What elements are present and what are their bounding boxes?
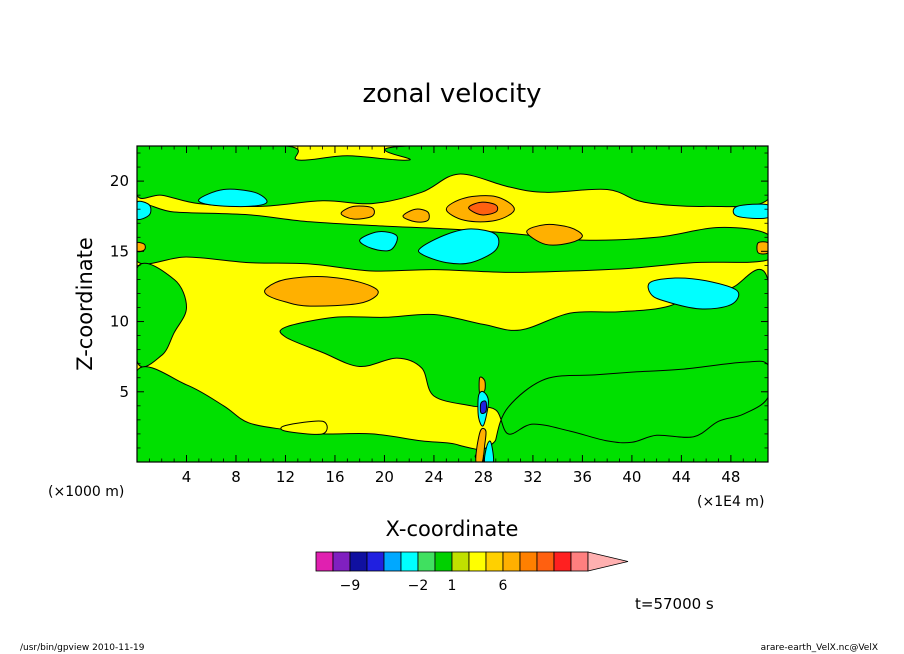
colorbar-extension-arrow xyxy=(587,551,629,572)
colorbar-swatch xyxy=(468,551,487,572)
x-tick-label: 36 xyxy=(573,468,592,486)
colorbar-swatch xyxy=(536,551,555,572)
colorbar-swatch xyxy=(332,551,351,572)
colorbar: −9 −2 1 6 xyxy=(315,551,629,594)
x-tick-label: 32 xyxy=(523,468,542,486)
contour-region-blue xyxy=(479,400,487,414)
x-tick-label: 28 xyxy=(474,468,493,486)
colorbar-label: −2 xyxy=(408,578,429,594)
y-axis-title: Z-coordinate xyxy=(73,237,97,371)
x-tick-label: 12 xyxy=(276,468,295,486)
colorbar-swatch xyxy=(366,551,385,572)
colorbar-swatch xyxy=(417,551,436,572)
contour-region-red xyxy=(468,201,499,216)
contour-region-cyan xyxy=(483,440,495,462)
footer-right: arare-earth_VelX.nc@VelX xyxy=(761,643,878,653)
contour-region-orange xyxy=(475,427,487,462)
contour-region-cyan xyxy=(732,203,768,219)
x-tick-label: 48 xyxy=(721,468,740,486)
contour-regions xyxy=(137,146,768,462)
x-tick-label: 8 xyxy=(231,468,241,486)
colorbar-swatch xyxy=(349,551,368,572)
contour-region-orange xyxy=(340,205,375,220)
y-axis: 5 10 15 20 xyxy=(110,152,768,449)
x-tick-label: 16 xyxy=(325,468,344,486)
contour-region-orange xyxy=(137,241,146,253)
contour-region-cyan xyxy=(417,228,500,265)
colorbar-swatch xyxy=(570,551,589,572)
x-tick-label: 24 xyxy=(424,468,443,486)
x-axis-title: X-coordinate xyxy=(386,517,519,541)
x-tick-label: 44 xyxy=(672,468,691,486)
y-tick-label: 5 xyxy=(119,383,129,401)
chart-title: zonal velocity xyxy=(362,79,541,109)
x-axis: 4 8 12 16 20 24 28 32 36 40 44 48 xyxy=(148,146,769,486)
colorbar-label: 6 xyxy=(499,578,508,594)
colorbar-swatch xyxy=(519,551,538,572)
contour-region-orange xyxy=(526,223,583,246)
contour-region-cyan xyxy=(137,200,152,221)
colorbar-swatch xyxy=(315,551,334,572)
contour-region-orange xyxy=(478,376,486,395)
plot-frame xyxy=(136,145,769,463)
contour-region-yellow xyxy=(280,420,328,435)
footer-left: /usr/bin/gpview 2010-11-19 xyxy=(20,643,145,653)
y-tick-label: 10 xyxy=(110,313,129,331)
contour-region-orange xyxy=(264,275,379,307)
time-label: t=57000 s xyxy=(635,595,714,613)
colorbar-swatch xyxy=(383,551,402,572)
contour-region-green xyxy=(279,269,768,462)
contour-region-green xyxy=(137,262,188,368)
x-tick-label: 4 xyxy=(182,468,192,486)
x-axis-unit: (×1E4 m) xyxy=(697,494,764,510)
contour-region-cyan xyxy=(647,277,740,310)
contour-region-cyan xyxy=(197,188,268,208)
y-tick-label: 20 xyxy=(110,172,129,190)
colorbar-swatch xyxy=(434,551,453,572)
contour-region-orange xyxy=(756,241,768,255)
x-tick-label: 20 xyxy=(375,468,394,486)
colorbar-swatch xyxy=(485,551,504,572)
contour-region-orange xyxy=(402,208,430,223)
contour-region-cyan xyxy=(359,231,398,252)
contour-region-green xyxy=(137,146,768,208)
contour-region-green xyxy=(137,366,505,462)
y-axis-unit: (×1000 m) xyxy=(48,484,124,500)
colorbar-swatch xyxy=(502,551,521,572)
colorbar-swatch xyxy=(553,551,572,572)
y-tick-label: 15 xyxy=(110,242,129,260)
colorbar-label: −9 xyxy=(340,578,361,594)
colorbar-swatch xyxy=(400,551,419,572)
colorbar-swatch xyxy=(451,551,470,572)
colorbar-label: 1 xyxy=(448,578,457,594)
x-tick-label: 40 xyxy=(622,468,641,486)
